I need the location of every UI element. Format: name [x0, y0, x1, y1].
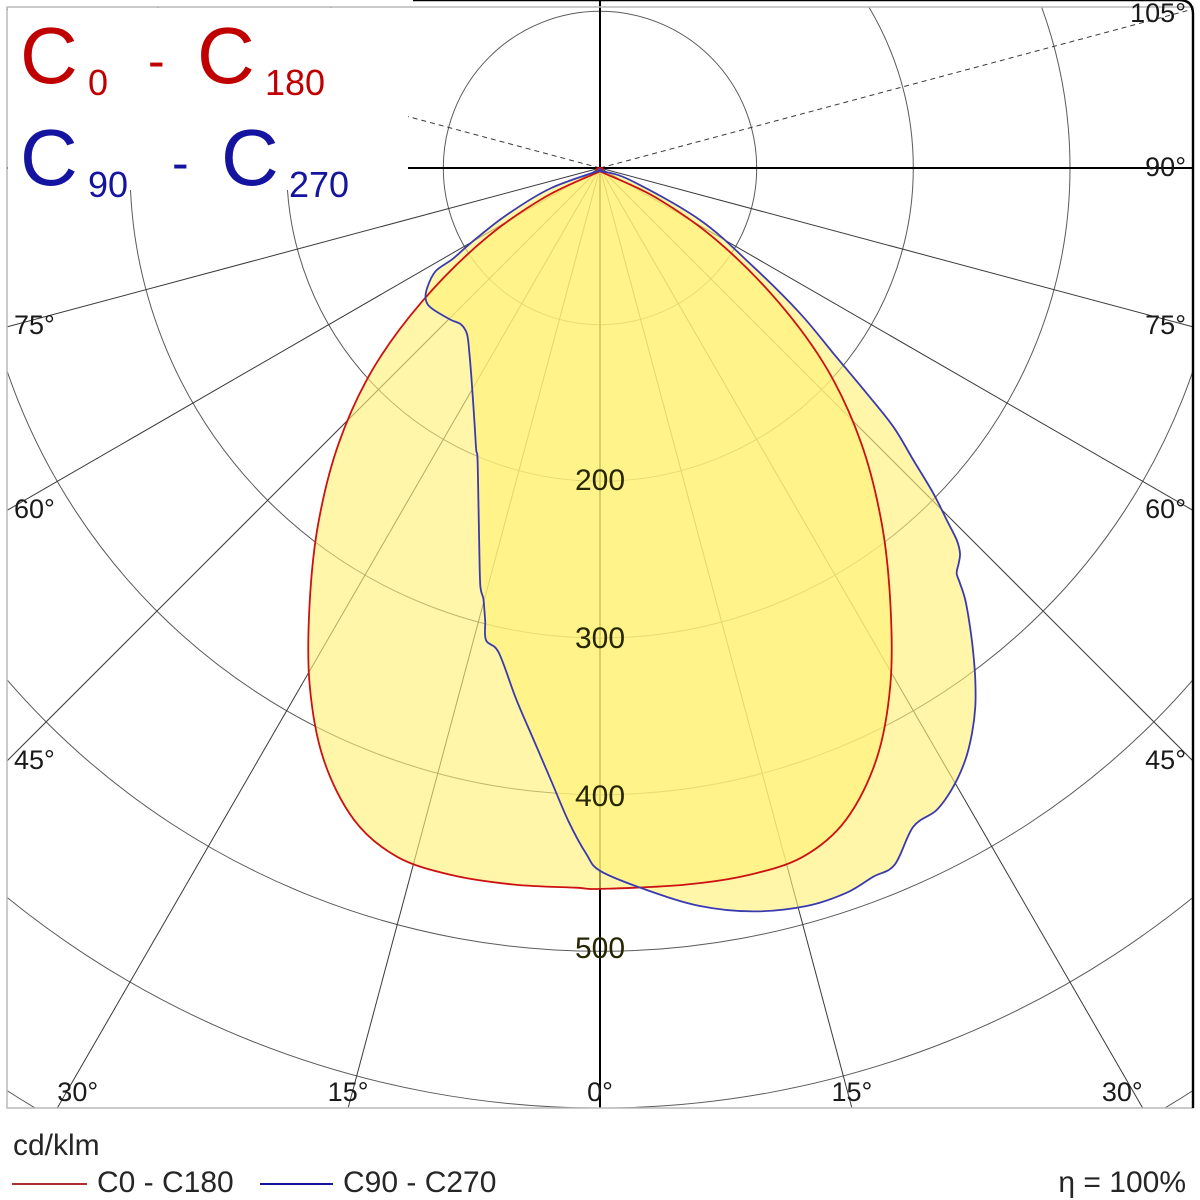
svg-text:200: 200: [575, 464, 625, 497]
svg-text:400: 400: [575, 780, 625, 813]
svg-text:45°: 45°: [1145, 745, 1186, 775]
svg-text:C: C: [197, 11, 255, 100]
svg-text:C0 - C180: C0 - C180: [97, 1166, 234, 1199]
svg-text:105°: 105°: [1130, 0, 1186, 28]
svg-text:C90 - C270: C90 - C270: [343, 1166, 496, 1199]
svg-text:C: C: [221, 113, 279, 202]
svg-text:-: -: [148, 33, 165, 89]
svg-text:90°: 90°: [1145, 152, 1186, 182]
svg-text:45°: 45°: [14, 745, 55, 775]
svg-text:180: 180: [265, 62, 325, 103]
svg-text:270: 270: [289, 164, 349, 205]
svg-text:C: C: [20, 11, 78, 100]
svg-text:0°: 0°: [587, 1077, 613, 1107]
svg-text:15°: 15°: [328, 1077, 369, 1107]
svg-text:75°: 75°: [1145, 310, 1186, 340]
svg-text:η = 100%: η = 100%: [1058, 1166, 1186, 1199]
svg-text:30°: 30°: [1102, 1077, 1143, 1107]
svg-text:300: 300: [575, 622, 625, 655]
svg-text:75°: 75°: [14, 310, 55, 340]
svg-text:cd/klm: cd/klm: [13, 1129, 100, 1162]
svg-text:C: C: [20, 113, 78, 202]
svg-text:60°: 60°: [1145, 494, 1186, 524]
svg-text:90: 90: [88, 164, 128, 205]
svg-text:30°: 30°: [57, 1077, 98, 1107]
svg-text:0: 0: [88, 62, 108, 103]
svg-text:60°: 60°: [14, 494, 55, 524]
svg-text:15°: 15°: [831, 1077, 872, 1107]
svg-text:-: -: [172, 135, 189, 191]
svg-text:500: 500: [575, 932, 625, 965]
